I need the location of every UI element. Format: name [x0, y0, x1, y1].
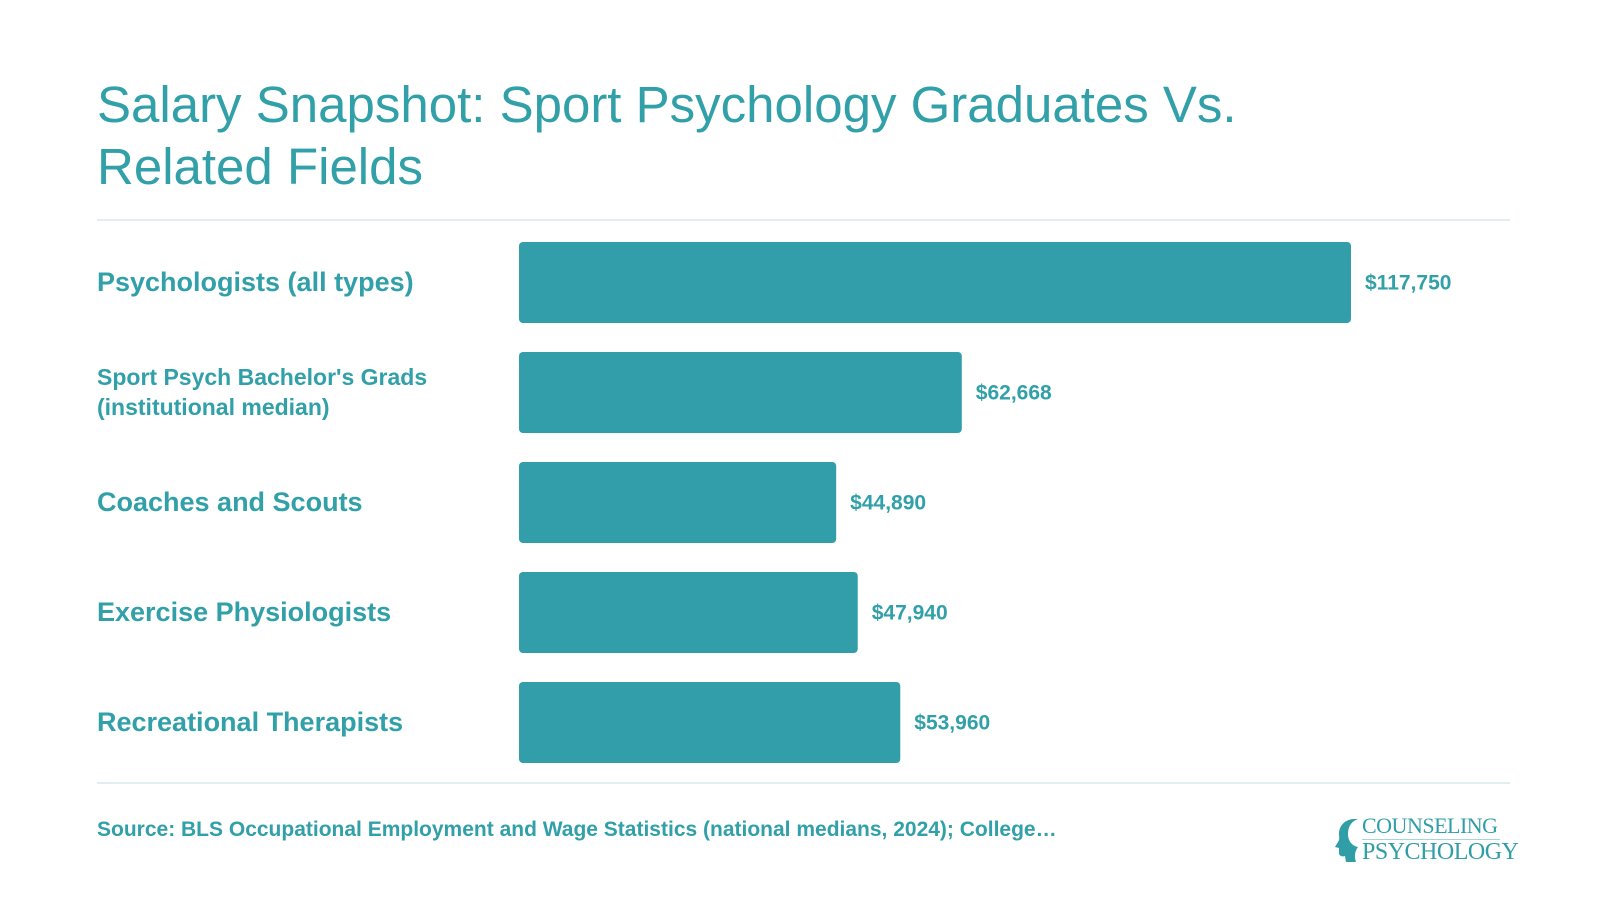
logo-line-1: COUNSELING — [1362, 813, 1498, 838]
source-note: Source: BLS Occupational Employment and … — [97, 818, 1057, 841]
bar-value-label-3: $47,940 — [872, 602, 948, 625]
bottom-divider — [97, 782, 1510, 784]
top-divider — [97, 219, 1510, 221]
bar-2 — [519, 462, 837, 543]
logo-divider — [1362, 839, 1500, 840]
bar-value-label-2: $44,890 — [850, 492, 926, 515]
bar-value-label-4: $53,960 — [914, 712, 990, 735]
category-label-coaches-scouts: Coaches and Scouts — [97, 487, 363, 517]
category-label-exercise-physiologists: Exercise Physiologists — [97, 597, 392, 627]
counseling-psychology-logo: COUNSELING PSYCHOLOGY — [1334, 813, 1519, 866]
bar-3 — [519, 572, 858, 653]
bar-0 — [519, 242, 1351, 323]
bar-value-label-0: $117,750 — [1365, 272, 1451, 295]
chart-title: Salary Snapshot: Sport Psychology Gradua… — [97, 76, 1237, 195]
bar-1 — [519, 352, 962, 433]
bar-4 — [519, 682, 901, 763]
category-label-psychologists: Psychologists (all types) — [97, 267, 414, 297]
bar-value-label-1: $62,668 — [976, 382, 1052, 405]
logo-line-2: PSYCHOLOGY — [1362, 839, 1519, 865]
category-label-sport-psych-grads: Sport Psych Bachelor's Grads (institutio… — [97, 364, 428, 420]
head-profile-icon — [1335, 818, 1358, 862]
category-label-recreational-therapists: Recreational Therapists — [97, 707, 404, 737]
